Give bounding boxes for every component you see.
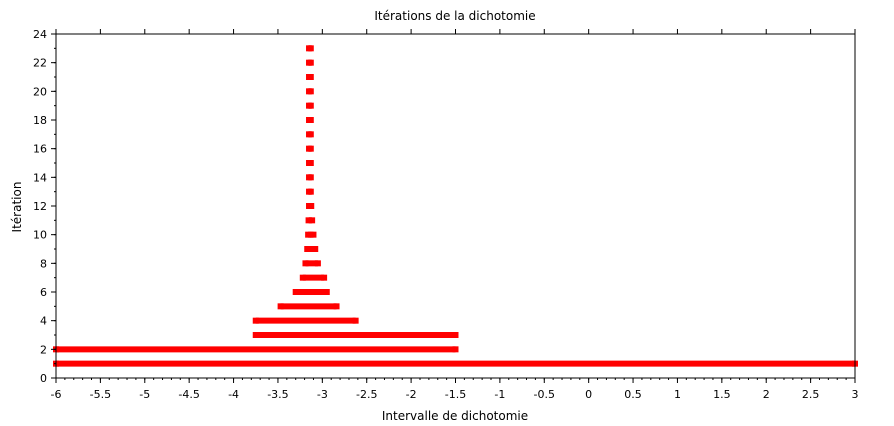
x-tick-label: 1 [674,388,681,401]
interval-end-point [307,59,314,66]
iteration-interval-5 [277,303,340,310]
iteration-interval-15 [306,160,314,166]
x-tick-label: 0 [585,388,592,401]
x-tick-label: -6 [51,388,62,401]
iteration-interval-14 [306,174,314,181]
x-tick-label: -1.5 [445,388,466,401]
interval-end-point [307,160,314,166]
x-tick-label: -2.5 [356,388,377,401]
x-tick-label: -3.5 [267,388,288,401]
y-tick-label: 2 [40,343,47,356]
interval-end-point [307,145,314,152]
y-tick-label: 20 [33,85,47,98]
x-tick-label: -4 [228,388,239,401]
x-tick-label: -1 [494,388,505,401]
y-tick-label: 4 [40,315,47,328]
chart-title: Itérations de la dichotomie [374,9,535,23]
interval-end-point [309,217,316,224]
interval-end-point [307,117,314,123]
x-tick-label: -2 [406,388,417,401]
interval-start-point [305,217,312,224]
interval-start-point [299,274,306,281]
iteration-interval-16 [306,145,314,152]
interval-end-point [310,231,317,238]
iteration-interval-18 [306,117,314,123]
iteration-interval-4 [252,317,359,324]
y-tick-label: 16 [33,143,47,156]
x-tick-label: 2 [763,388,770,401]
iteration-interval-6 [292,289,330,295]
x-tick-label: 1.5 [713,388,731,401]
x-tick-label: 2.5 [802,388,820,401]
y-tick-label: 14 [33,171,47,184]
interval-end-point [452,346,459,353]
y-tick-label: 18 [33,114,47,127]
iteration-interval-13 [306,188,314,195]
y-axis-label: Itération [10,182,24,233]
interval-start-point [252,332,259,338]
x-axis-label: Intervalle de dichotomie [382,409,528,423]
iteration-interval-12 [306,203,315,209]
iteration-interval-1 [53,360,858,367]
interval-start-point [305,231,312,238]
y-tick-label: 0 [40,372,47,385]
x-tick-label: -5 [139,388,150,401]
plot-frame [55,33,856,379]
interval-end-point [333,303,340,310]
interval-end-point [321,274,328,281]
interval-end-point [307,45,314,52]
interval-end-point [307,131,314,138]
x-tick-label: -5.5 [90,388,111,401]
interval-start-point [304,246,311,252]
y-tick-label: 6 [40,286,47,299]
iteration-interval-20 [306,88,314,95]
x-tick-label: 0.5 [624,388,642,401]
iteration-interval-23 [306,45,314,52]
interval-end-point [307,88,314,95]
x-tick-label: -4.5 [178,388,199,401]
iteration-interval-8 [302,260,321,267]
interval-end-point [307,102,314,109]
x-tick-label: -3 [317,388,328,401]
interval-end-point [308,203,315,209]
axes: -6 -5.5 -5 -4.5 -4 -3.5 -3 -2.5 -2 -1.5 -1 -0.5 0 0.5… [33,28,859,401]
interval-start-point [302,260,309,267]
iteration-interval-9 [304,246,319,252]
iteration-interval-3 [252,332,459,338]
interval-end-point [307,74,314,80]
interval-start-point [252,317,259,324]
interval-end-point [323,289,330,295]
x-tick-label: 3 [852,388,859,401]
data-marks [53,45,858,367]
y-tick-label: 22 [33,57,47,70]
iteration-interval-10 [305,231,317,238]
y-tick-label: 12 [33,200,47,213]
y-tick-label: 24 [33,28,47,41]
interval-end-point [452,332,459,338]
iteration-interval-21 [306,74,314,80]
iteration-interval-19 [306,102,314,109]
x-tick-label: -0.5 [534,388,555,401]
iteration-interval-2 [53,346,459,353]
interval-end-point [307,188,314,195]
interval-start-point [277,303,284,310]
interval-end-point [307,174,314,181]
interval-end-point [312,246,319,252]
interval-end-point [314,260,321,267]
interval-end-point [352,317,359,324]
iteration-interval-22 [306,59,314,66]
interval-start-point [292,289,299,295]
iteration-interval-17 [306,131,314,138]
iteration-interval-11 [305,217,316,224]
y-tick-label: 8 [40,257,47,270]
y-tick-label: 10 [33,229,47,242]
iteration-interval-7 [299,274,328,281]
